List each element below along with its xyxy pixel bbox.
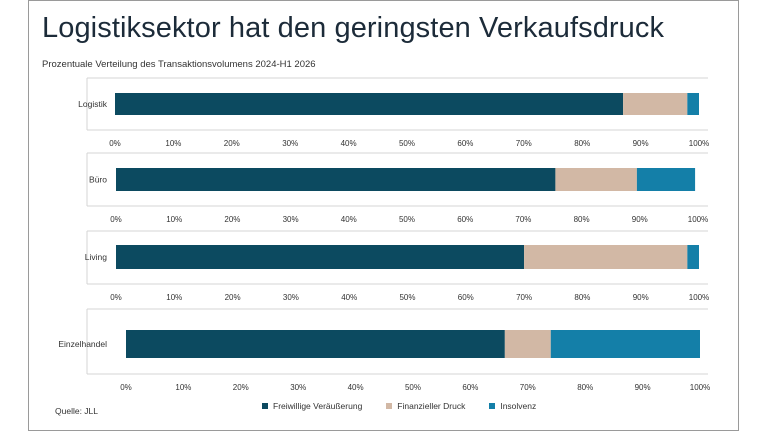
bar-segment: [116, 245, 525, 269]
tick-label: 60%: [457, 139, 473, 148]
tick-label: 90%: [633, 139, 649, 148]
bar-segment: [687, 245, 699, 269]
tick-label: 0%: [110, 293, 122, 302]
category-label: Living: [85, 252, 107, 262]
panel-3: Einzelhandel 0% 10% 20% 30% 40% 50% 60% 70% 80% 90…: [58, 308, 710, 392]
tick-label: 30%: [283, 215, 299, 224]
tick-label: 20%: [224, 139, 240, 148]
bar-segment: [555, 168, 637, 191]
tick-label: 80%: [574, 293, 590, 302]
tick-label: 100%: [690, 383, 710, 392]
tick-label: 30%: [283, 293, 299, 302]
tick-label: 60%: [462, 383, 478, 392]
tick-label: 20%: [225, 293, 241, 302]
bar-segment: [116, 168, 556, 191]
tick-label: 40%: [341, 139, 357, 148]
tick-label: 50%: [399, 293, 415, 302]
tick-label: 50%: [399, 215, 415, 224]
tick-label: 70%: [516, 139, 532, 148]
panel-1: Büro 0% 10% 20% 30% 40% 50% 60% 70% 80% 90% 100%: [86, 152, 708, 224]
source-note: Quelle: JLL: [55, 406, 98, 416]
legend-swatch-insolvenz: [489, 403, 496, 409]
tick-label: 20%: [233, 383, 249, 392]
bar-segment: [687, 93, 699, 115]
bar-segment: [115, 93, 624, 115]
tick-label: 10%: [166, 293, 182, 302]
legend-item-finanziell: Finanzieller Druck: [386, 401, 465, 411]
tick-label: 100%: [688, 215, 708, 224]
bar-segment: [524, 245, 688, 269]
tick-label: 10%: [165, 139, 181, 148]
tick-label: 10%: [166, 215, 182, 224]
tick-label: 80%: [574, 139, 590, 148]
tick-label: 40%: [341, 215, 357, 224]
tick-label: 50%: [405, 383, 421, 392]
tick-label: 60%: [458, 293, 474, 302]
tick-label: 100%: [689, 293, 709, 302]
bar-segment: [126, 330, 505, 358]
tick-label: 40%: [341, 293, 357, 302]
tick-label: 90%: [632, 215, 648, 224]
legend: Freiwillige Veräußerung Finanzieller Dru…: [262, 401, 560, 411]
tick-label: 0%: [110, 215, 122, 224]
tick-label: 0%: [109, 139, 121, 148]
tick-label: 70%: [516, 293, 532, 302]
bar-segment: [550, 330, 700, 358]
tick-label: 80%: [574, 215, 590, 224]
chart-subtitle: Prozentuale Verteilung des Transaktionsv…: [42, 59, 316, 70]
tick-label: 20%: [224, 215, 240, 224]
tick-label: 70%: [515, 215, 531, 224]
bar-segment: [636, 168, 696, 191]
tick-label: 30%: [290, 383, 306, 392]
tick-label: 0%: [120, 383, 132, 392]
panel-0: Logistik 0% 10% 20% 30% 40% 50% 60% 70% 80% 90% 100…: [78, 77, 709, 148]
tick-label: 10%: [175, 383, 191, 392]
category-label: Logistik: [78, 99, 108, 109]
panel-2: Living 0% 10% 20% 30% 40% 50% 60% 70% 80% 90% 100%: [85, 230, 709, 302]
tick-label: 90%: [633, 293, 649, 302]
tick-label: 80%: [577, 383, 593, 392]
legend-label-insolvenz: Insolvenz: [500, 401, 537, 411]
tick-label: 90%: [635, 383, 651, 392]
legend-swatch-freiwillig: [262, 403, 268, 409]
legend-swatch-finanziell: [386, 403, 393, 409]
legend-item-freiwillig: Freiwillige Veräußerung: [262, 401, 362, 411]
tick-label: 60%: [457, 215, 473, 224]
tick-label: 40%: [348, 383, 364, 392]
legend-label-finanziell: Finanzieller Druck: [397, 401, 466, 411]
chart-frame: [28, 0, 739, 431]
bar-segment: [623, 93, 688, 115]
legend-label-freiwillig: Freiwillige Veräußerung: [273, 401, 363, 411]
tick-label: 30%: [282, 139, 298, 148]
category-label: Büro: [89, 175, 107, 185]
legend-item-insolvenz: Insolvenz: [489, 401, 536, 411]
tick-label: 50%: [399, 139, 415, 148]
bar-segment: [504, 330, 551, 358]
tick-label: 70%: [520, 383, 536, 392]
tick-label: 100%: [689, 139, 709, 148]
chart-title: Logistiksektor hat den geringsten Verkau…: [42, 12, 665, 44]
category-label: Einzelhandel: [58, 339, 107, 349]
